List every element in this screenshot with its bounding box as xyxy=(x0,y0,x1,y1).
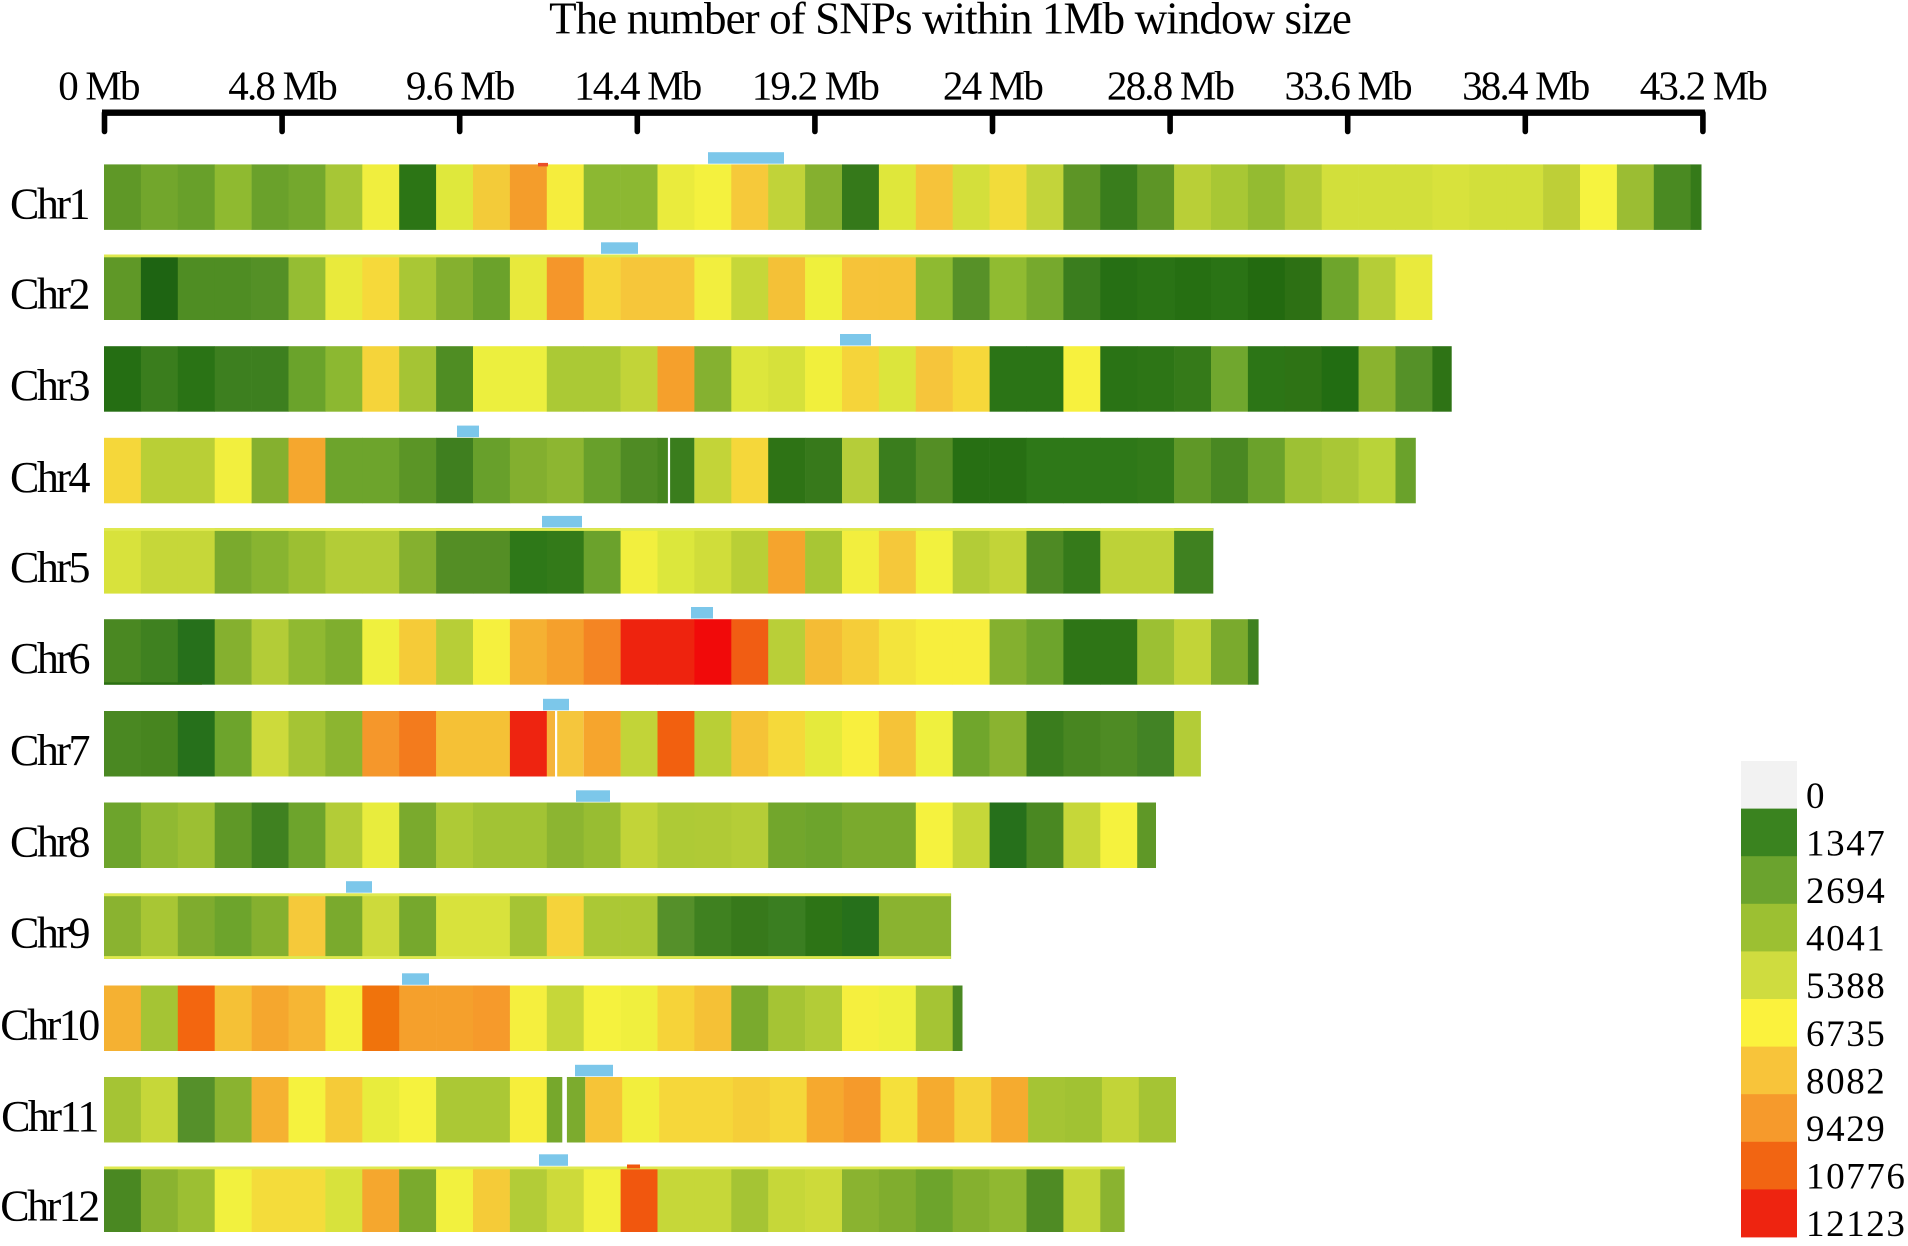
svg-text:2694: 2694 xyxy=(1806,871,1886,912)
svg-text:8082: 8082 xyxy=(1806,1061,1886,1102)
svg-text:14.4 Mb: 14.4 Mb xyxy=(574,63,701,109)
svg-text:9.6 Mb: 9.6 Mb xyxy=(406,63,514,109)
svg-text:0 Mb: 0 Mb xyxy=(58,63,139,109)
svg-text:4041: 4041 xyxy=(1806,919,1886,960)
svg-text:Chr12: Chr12 xyxy=(0,1182,98,1231)
svg-text:9429: 9429 xyxy=(1806,1109,1886,1150)
svg-text:28.8 Mb: 28.8 Mb xyxy=(1107,63,1234,109)
svg-text:33.6 Mb: 33.6 Mb xyxy=(1285,63,1412,109)
svg-text:The number of SNPs within 1Mb: The number of SNPs within 1Mb window siz… xyxy=(549,0,1351,44)
svg-text:38.4 Mb: 38.4 Mb xyxy=(1462,63,1589,109)
svg-text:1347: 1347 xyxy=(1806,823,1886,864)
svg-text:12123: 12123 xyxy=(1806,1204,1907,1241)
svg-text:6735: 6735 xyxy=(1806,1014,1886,1055)
svg-text:Chr9: Chr9 xyxy=(10,908,90,957)
svg-text:Chr5: Chr5 xyxy=(10,543,90,592)
svg-text:0: 0 xyxy=(1806,776,1826,817)
svg-text:10776: 10776 xyxy=(1806,1157,1907,1198)
svg-text:19.2 Mb: 19.2 Mb xyxy=(752,63,879,109)
svg-text:Chr8: Chr8 xyxy=(10,818,90,867)
svg-text:Chr10: Chr10 xyxy=(0,1001,99,1050)
svg-text:Chr3: Chr3 xyxy=(10,361,90,410)
svg-text:24 Mb: 24 Mb xyxy=(943,63,1043,109)
svg-text:Chr4: Chr4 xyxy=(10,453,91,502)
svg-text:Chr11: Chr11 xyxy=(1,1092,97,1141)
svg-text:4.8 Mb: 4.8 Mb xyxy=(228,63,336,109)
svg-text:Chr2: Chr2 xyxy=(10,270,89,319)
svg-text:5388: 5388 xyxy=(1806,966,1886,1007)
svg-text:43.2 Mb: 43.2 Mb xyxy=(1640,63,1767,109)
svg-text:Chr1: Chr1 xyxy=(10,179,89,228)
svg-text:Chr6: Chr6 xyxy=(10,634,90,683)
svg-text:Chr7: Chr7 xyxy=(10,726,90,775)
